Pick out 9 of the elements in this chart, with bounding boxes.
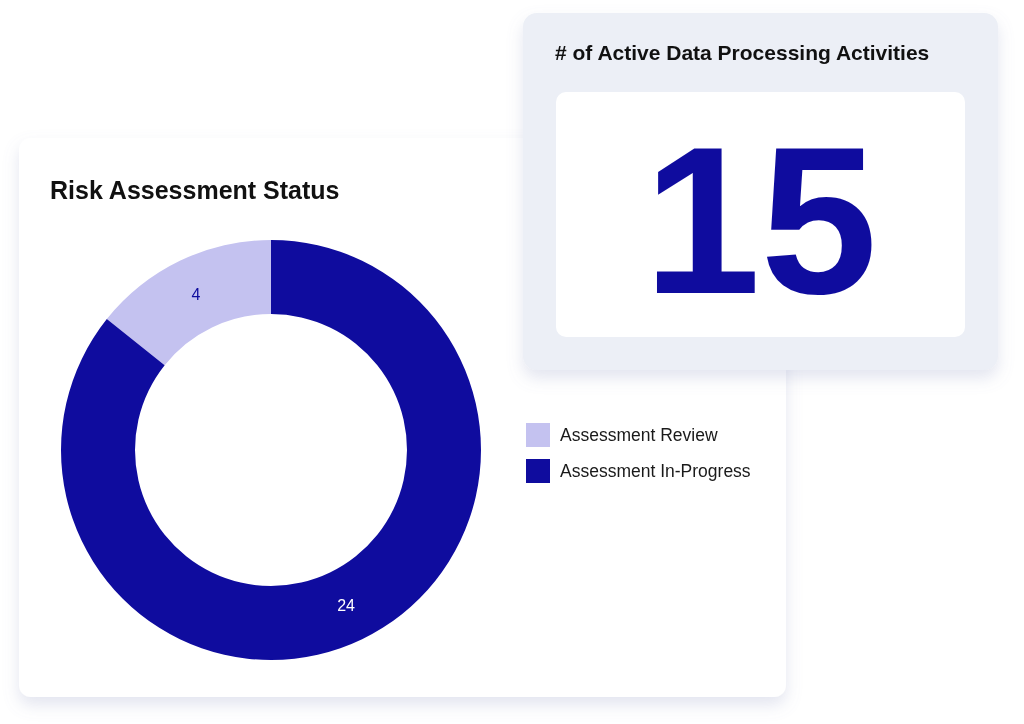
chart-title: Risk Assessment Status (50, 176, 340, 204)
data-label: 24 (337, 597, 356, 615)
text: 15 (643, 103, 878, 338)
text: # of Active Data Processing Activities (555, 41, 930, 64)
legend-label: Assessment Review (560, 425, 718, 445)
donut-slice (61, 240, 481, 660)
data-label: 4 (191, 285, 201, 303)
donut-slice (106, 240, 271, 366)
legend-label: Assessment In-Progress (560, 461, 751, 481)
